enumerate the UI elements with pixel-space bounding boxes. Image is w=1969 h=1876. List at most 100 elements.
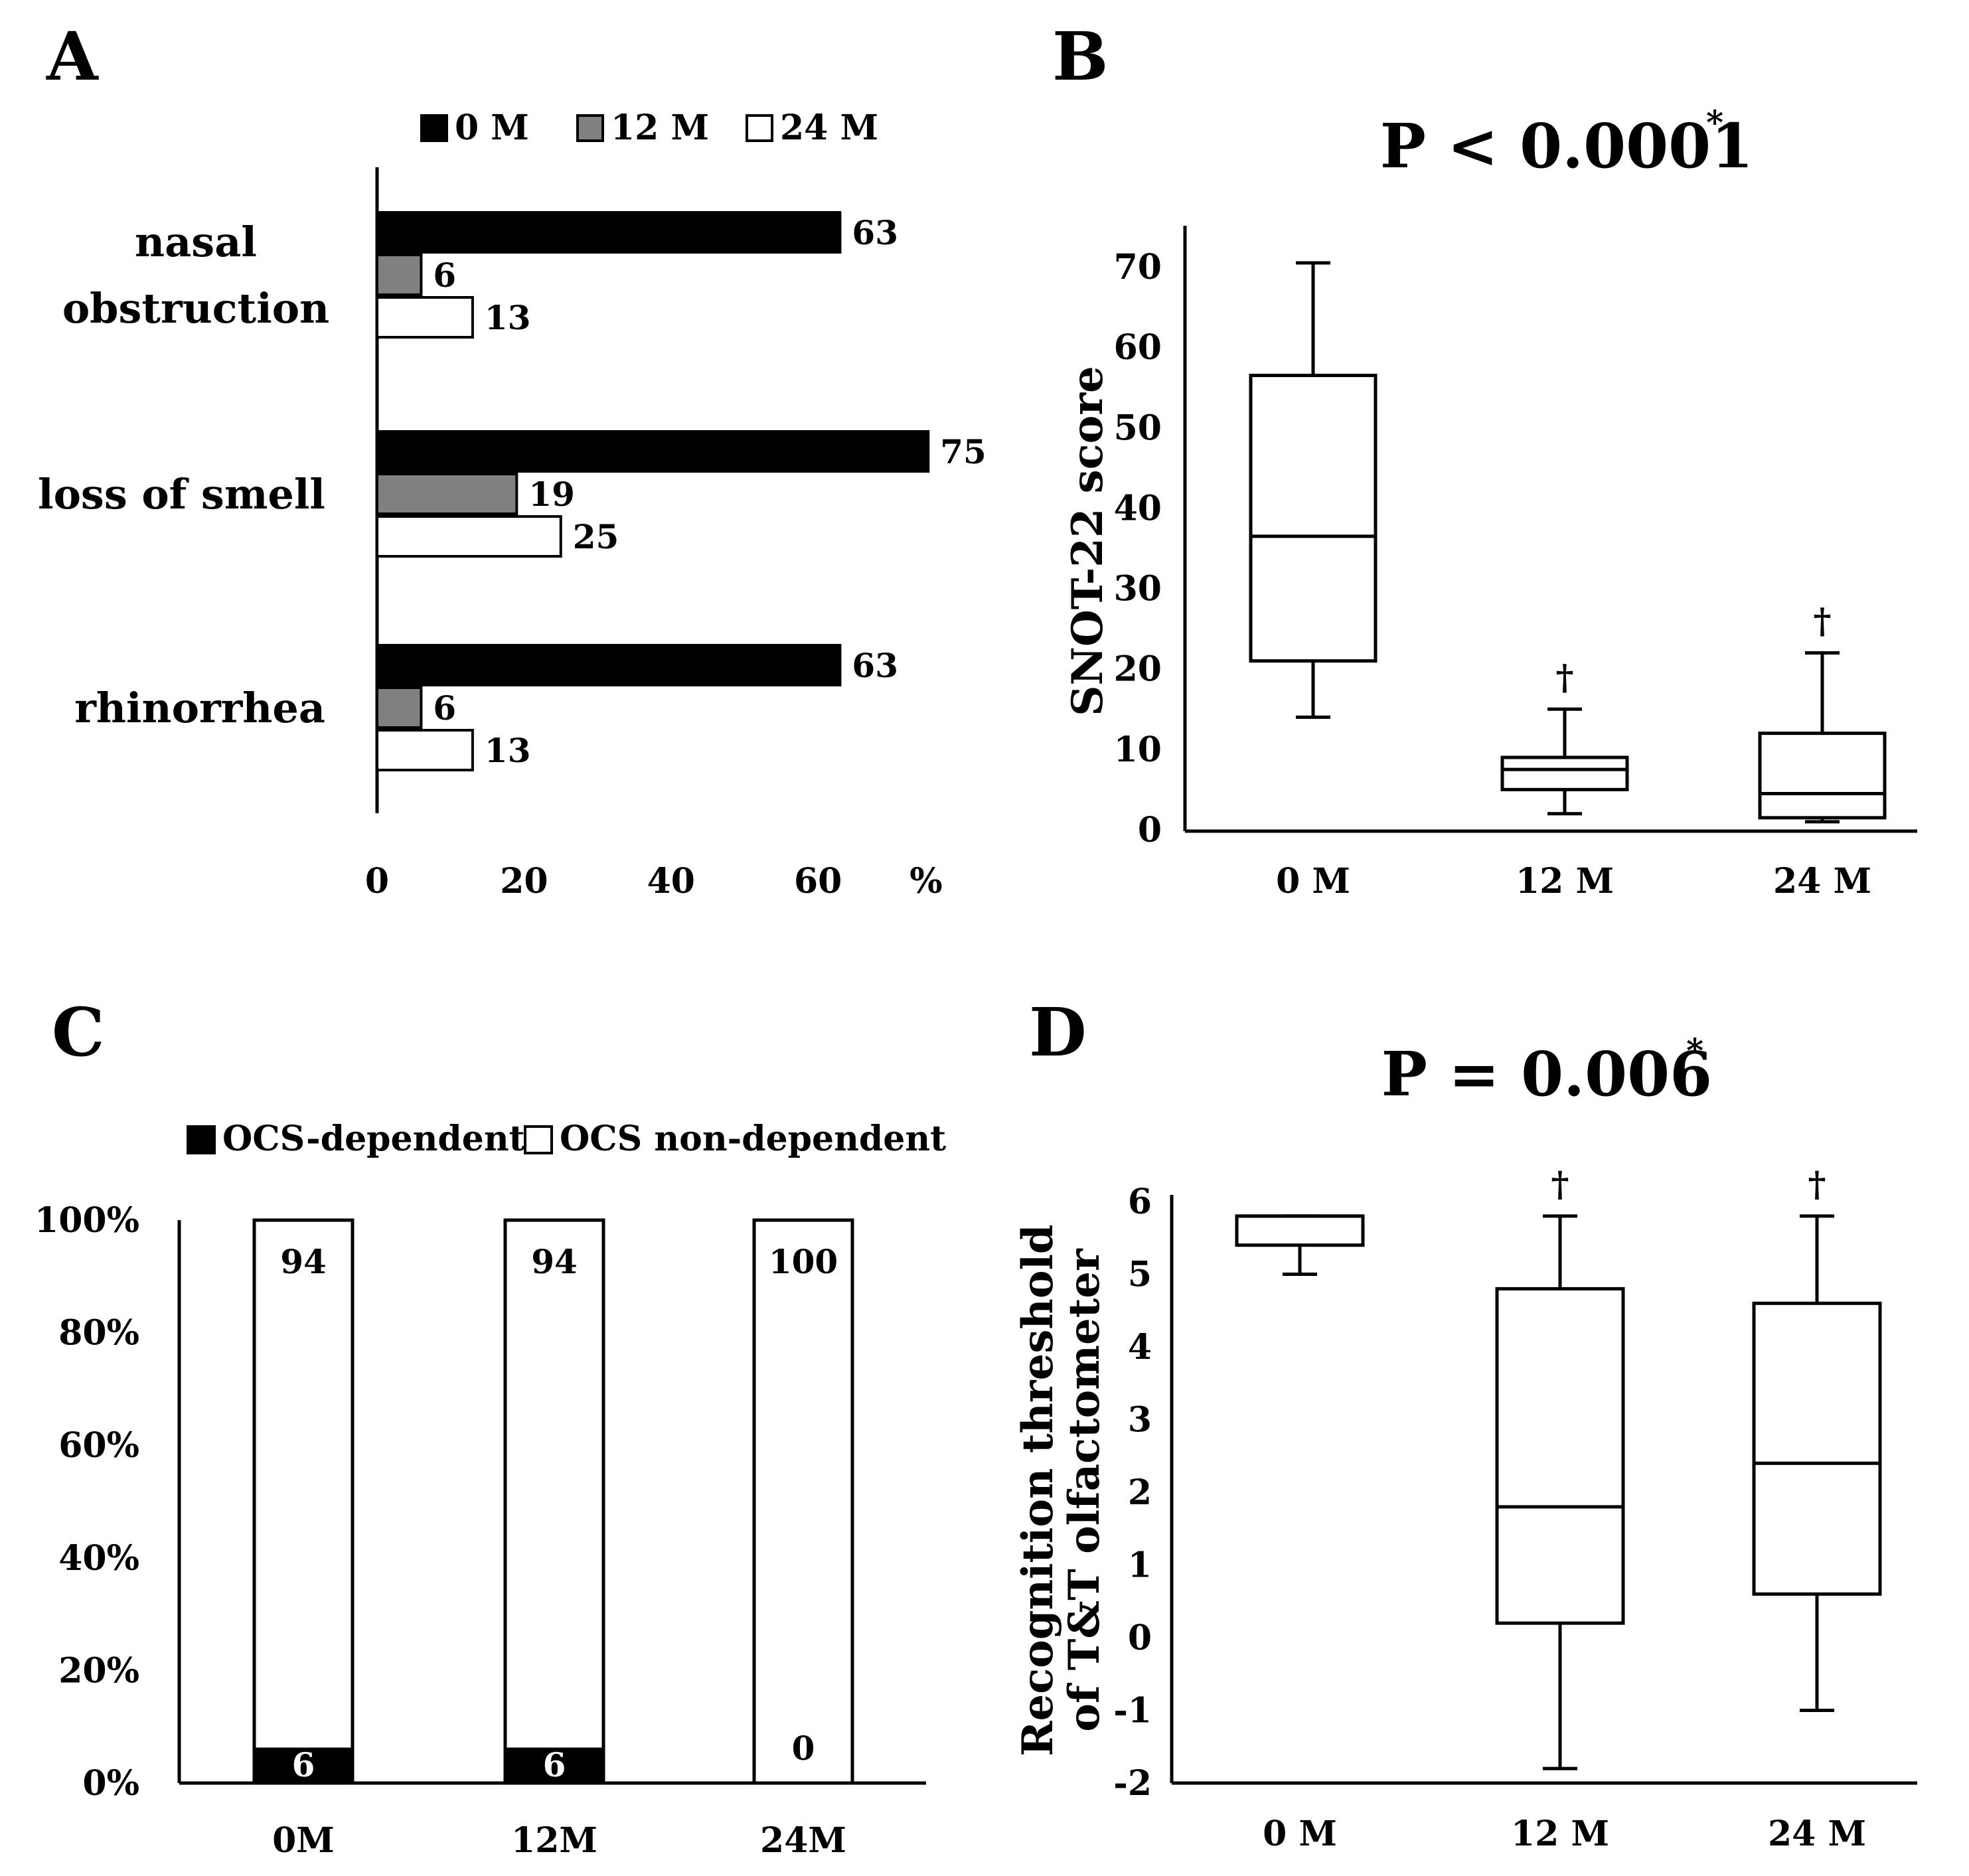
category-label-0-1: obstruction <box>62 284 329 333</box>
d-y-tick-2: 0 <box>1128 1618 1152 1658</box>
d-dagger-1: † <box>1551 1164 1569 1205</box>
legend-label-2: 24 M <box>780 108 878 148</box>
c-y-tick-0: 0% <box>82 1763 139 1804</box>
c-label-dependent-0: 6 <box>292 1745 315 1784</box>
legend-swatch-0 <box>187 1125 216 1154</box>
x-tick-2: 40 <box>647 861 695 901</box>
b-dagger-2: † <box>1813 601 1831 641</box>
x-tick-1: 20 <box>500 861 548 901</box>
c-label-nondependent-0: 94 <box>280 1242 327 1281</box>
legend-label-0: 0 M <box>455 108 529 148</box>
bar-2-1 <box>376 686 423 729</box>
category-label-2-0: rhinorrhea <box>74 684 325 732</box>
bar-1-0 <box>376 430 930 473</box>
d-x-tick-2: 24 M <box>1768 1814 1866 1854</box>
b-box-2 <box>1758 732 1887 820</box>
b-box-1 <box>1500 755 1629 791</box>
d-box-1 <box>1495 1287 1625 1625</box>
panel-d-label: D <box>1029 993 1087 1071</box>
legend-swatch-1 <box>576 114 604 142</box>
b-y-tick-4: 40 <box>1114 488 1162 528</box>
d-box-0 <box>1235 1214 1365 1247</box>
d-x-tick-1: 12 M <box>1511 1814 1609 1854</box>
bar-2-0 <box>376 644 842 686</box>
b-y-tick-5: 50 <box>1114 408 1162 448</box>
b-x-tick-0: 0 M <box>1276 861 1350 901</box>
category-label-1-0: loss of smell <box>38 470 325 518</box>
panel-a-hbar-chart: 0 M 12 M 24 M nasal obstruction loss of smell… <box>38 108 986 901</box>
bar-value-0-1: 6 <box>433 256 456 295</box>
b-box-0 <box>1249 374 1378 663</box>
bar-2-2 <box>376 729 474 771</box>
panel-b-box-plot: P < 0.0001* 0 10 20 30 40 50 60 70 0 M † 12 M † 24 M S… <box>1063 103 1917 901</box>
c-y-tick-2: 40% <box>58 1538 139 1579</box>
bar-value-1-0: 75 <box>940 432 986 471</box>
b-title: P < 0.0001 <box>1380 110 1753 182</box>
c-bar-nondependent-2 <box>752 1218 854 1785</box>
bar-value-0-0: 63 <box>852 213 898 252</box>
d-title: P = 0.006 <box>1381 1038 1712 1110</box>
c-x-tick-2: 24M <box>760 1820 846 1861</box>
d-y-tick-1: -1 <box>1113 1691 1152 1731</box>
x-tick-3: 60 <box>794 861 842 901</box>
panel-b-label: B <box>1052 17 1109 96</box>
d-x-tick-0: 0 M <box>1263 1814 1337 1854</box>
c-bar-dependent-0 <box>252 1747 354 1785</box>
c-x-tick-1: 12M <box>511 1820 597 1861</box>
legend-label-1: 12 M <box>611 108 709 148</box>
c-bar-nondependent-0 <box>252 1218 354 1751</box>
legend-swatch-0 <box>420 114 448 142</box>
bar-value-2-2: 13 <box>485 731 531 770</box>
bar-value-2-0: 63 <box>852 646 898 685</box>
d-y-tick-0: -2 <box>1113 1763 1152 1804</box>
d-y-tick-5: 3 <box>1128 1400 1152 1441</box>
bar-value-2-1: 6 <box>433 688 456 728</box>
c-label-dependent-2: 0 <box>792 1729 815 1768</box>
c-y-tick-5: 100% <box>35 1200 139 1241</box>
bar-1-1 <box>376 473 518 515</box>
b-y-tick-0: 0 <box>1138 810 1162 850</box>
bar-0-0 <box>376 211 842 254</box>
category-label-0-0: nasal <box>135 218 257 266</box>
c-y-tick-3: 60% <box>58 1425 139 1466</box>
c-y-tick-4: 80% <box>58 1313 139 1354</box>
c-label-nondependent-1: 94 <box>531 1242 578 1281</box>
b-y-tick-3: 30 <box>1114 569 1162 609</box>
b-dagger-1: † <box>1555 657 1573 698</box>
b-y-tick-6: 60 <box>1114 327 1162 368</box>
b-y-tick-7: 70 <box>1114 247 1162 287</box>
bar-value-1-1: 19 <box>528 475 575 514</box>
d-dagger-2: † <box>1808 1164 1826 1205</box>
d-y-tick-3: 1 <box>1128 1545 1152 1586</box>
c-label-nondependent-2: 100 <box>769 1242 838 1281</box>
b-y-tick-2: 20 <box>1114 649 1162 690</box>
d-y-tick-4: 2 <box>1128 1472 1152 1513</box>
c-x-tick-0: 0M <box>272 1820 335 1861</box>
d-title-asterisk: * <box>1686 1031 1703 1070</box>
panel-c-label: C <box>52 993 105 1071</box>
b-title-asterisk: * <box>1706 103 1723 142</box>
x-tick-0: 0 <box>365 861 389 901</box>
legend-label-1: OCS non-dependent <box>560 1119 946 1159</box>
x-axis-unit: % <box>909 861 942 901</box>
d-box-2 <box>1752 1301 1882 1596</box>
bar-1-2 <box>376 515 562 558</box>
b-x-tick-1: 12 M <box>1516 861 1614 901</box>
c-label-dependent-1: 6 <box>543 1745 566 1784</box>
d-y-axis-label-0: Recognition threshold <box>1013 1224 1063 1756</box>
panel-a-label: A <box>46 17 99 96</box>
b-y-tick-1: 10 <box>1114 730 1162 770</box>
c-bar-nondependent-1 <box>503 1218 605 1751</box>
bar-0-2 <box>376 296 474 339</box>
bar-value-0-2: 13 <box>485 298 531 337</box>
legend-swatch-1 <box>524 1125 553 1154</box>
legend-label-0: OCS-dependent <box>222 1119 525 1159</box>
c-y-tick-1: 20% <box>58 1650 139 1691</box>
bar-value-1-2: 25 <box>573 517 619 556</box>
b-y-axis-label: SNOT-22 score <box>1063 366 1113 716</box>
b-x-tick-2: 24 M <box>1773 861 1871 901</box>
d-y-tick-8: 6 <box>1128 1182 1152 1222</box>
d-y-tick-7: 5 <box>1128 1255 1152 1295</box>
c-bar-dependent-1 <box>503 1747 605 1785</box>
